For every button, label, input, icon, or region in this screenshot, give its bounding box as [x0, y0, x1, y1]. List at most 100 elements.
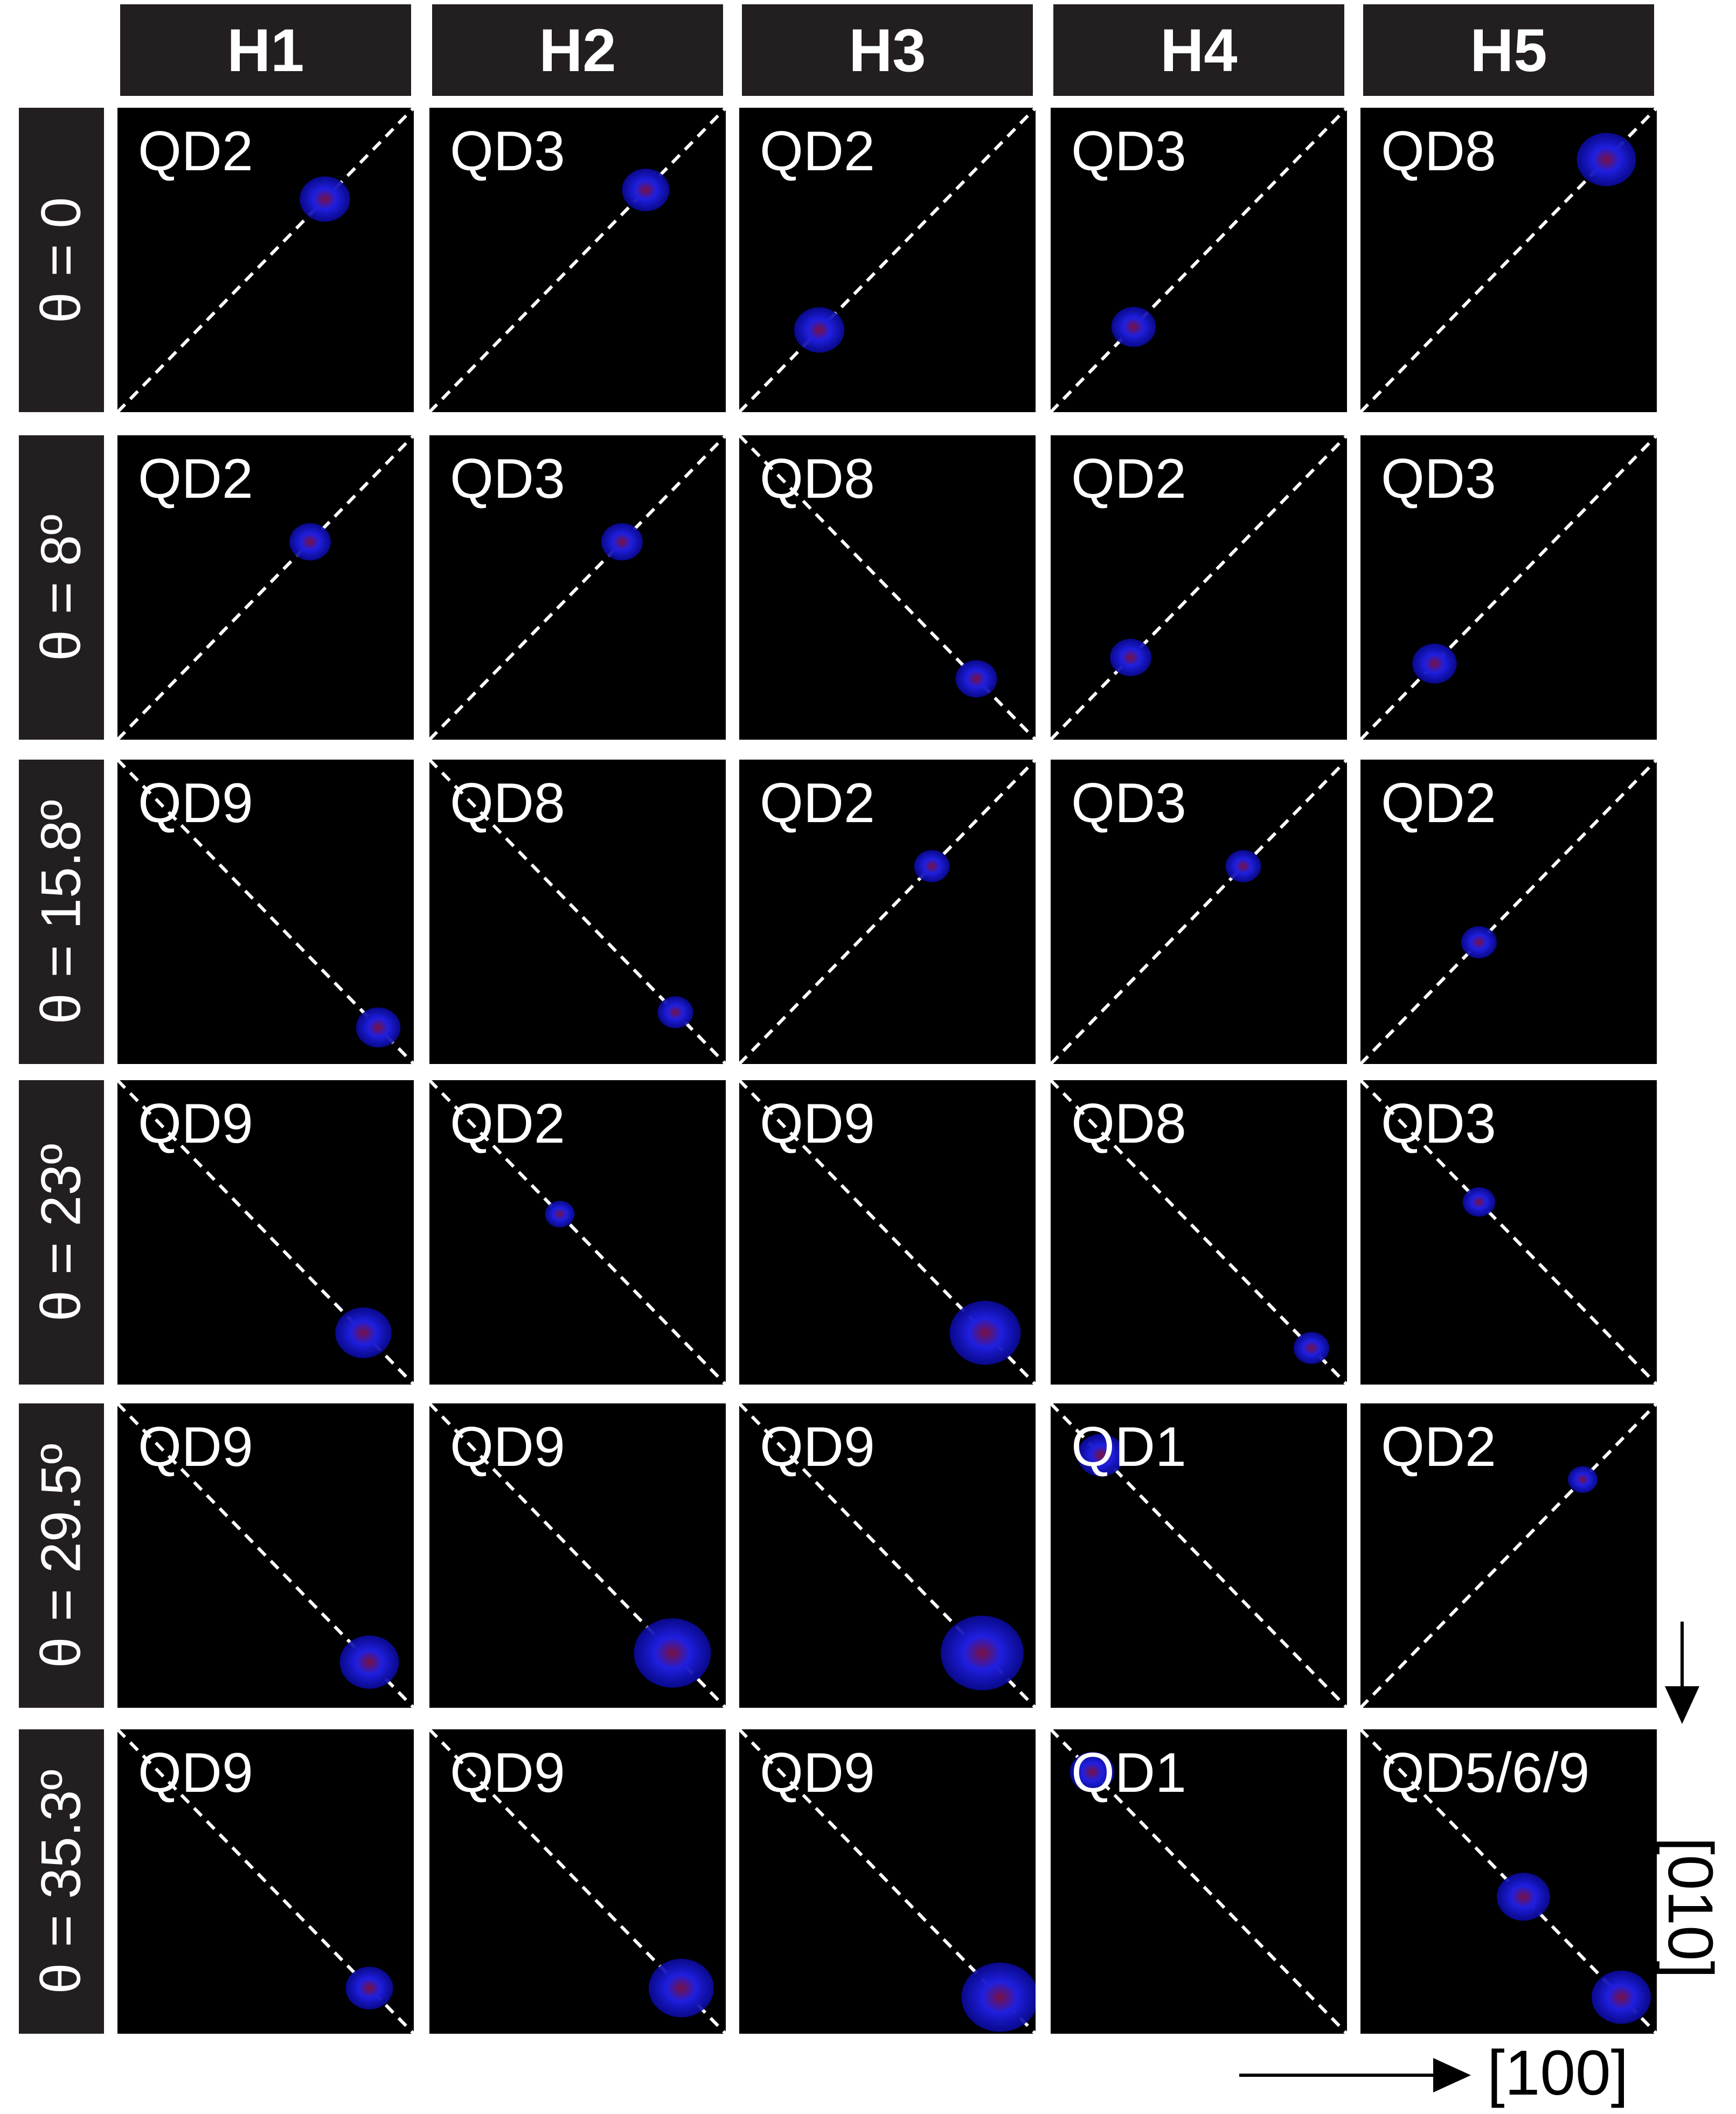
diagonal-line	[1051, 1080, 1347, 1385]
panel-h1-row4: QD9	[117, 1403, 414, 1708]
diagonal-line	[1051, 108, 1347, 412]
qd-label: QD1	[1071, 1416, 1186, 1478]
row-header-0: θ = 0	[19, 108, 104, 412]
axis-label-010: [010]	[1655, 1837, 1726, 1979]
diagonal-line	[1360, 1403, 1657, 1708]
panel-h3-row2: QD2	[739, 760, 1036, 1064]
qd-label: QD2	[138, 120, 253, 183]
panel-h4-row2: QD3	[1051, 760, 1347, 1064]
qd-label: QD2	[760, 772, 875, 835]
panel-plot	[739, 108, 1036, 412]
panel-h1-row1: QD2	[117, 435, 414, 740]
column-header-h2: H2	[432, 4, 723, 96]
quantum-dot-blob	[356, 1007, 401, 1048]
quantum-dot-blob	[914, 850, 950, 882]
panel-plot	[1051, 1729, 1347, 2034]
panel-plot	[739, 760, 1036, 1064]
diagonal-line	[1051, 435, 1347, 740]
quantum-dot-blob	[289, 523, 331, 561]
qd-label: QD5/6/9	[1381, 1742, 1590, 1804]
panel-plot	[1360, 1729, 1657, 2034]
panel-h5-row5: QD5/6/9	[1360, 1729, 1657, 2034]
diagonal-line	[429, 108, 726, 412]
quantum-dot-blob	[1462, 1187, 1496, 1217]
column-header-h5: H5	[1363, 4, 1654, 96]
diagonal-line	[1051, 1403, 1347, 1708]
panel-h1-row0: QD2	[117, 108, 414, 412]
quantum-dot-blob	[657, 996, 693, 1028]
qd-label: QD3	[1071, 120, 1186, 183]
panel-h2-row5: QD9	[429, 1729, 726, 2034]
diagonal-line	[429, 435, 726, 740]
qd-label: QD9	[138, 1742, 253, 1804]
panel-h4-row3: QD8	[1051, 1080, 1347, 1385]
panel-h2-row0: QD3	[429, 108, 726, 412]
diagonal-line	[1360, 435, 1657, 740]
quantum-dot-blob	[955, 660, 997, 698]
arrow-010	[1665, 1622, 1699, 1724]
quantum-dot-blob	[1412, 643, 1457, 684]
quantum-dot-blob	[941, 1616, 1024, 1691]
arrow-100	[1239, 2058, 1471, 2092]
quantum-dot-blob	[1568, 1466, 1598, 1493]
panel-plot	[117, 435, 414, 740]
quantum-dot-blob	[1111, 307, 1156, 347]
quantum-dot-blob	[345, 1966, 393, 2009]
row-header-3: θ = 23º	[19, 1080, 104, 1385]
panel-h5-row3: QD3	[1360, 1080, 1657, 1385]
quantum-dot-blob	[1070, 1751, 1115, 1792]
quantum-dot-blob	[1110, 638, 1151, 677]
qd-label: QD8	[450, 772, 565, 835]
row-header-label: θ = 23º	[30, 1143, 93, 1322]
quantum-dot-blob	[794, 307, 845, 353]
panel-plot	[1051, 1080, 1347, 1385]
panel-plot	[117, 1403, 414, 1708]
qd-label: QD9	[138, 1416, 253, 1478]
qd-label: QD2	[450, 1093, 565, 1155]
panel-h4-row1: QD2	[1051, 435, 1347, 740]
qd-label: QD3	[1381, 1093, 1496, 1155]
panel-plot	[739, 1080, 1036, 1385]
quantum-dot-blob	[1225, 850, 1261, 882]
panel-plot	[429, 760, 726, 1064]
quantum-dot-blob	[601, 523, 643, 561]
panel-plot	[429, 1729, 726, 2034]
quantum-dot-blob	[949, 1301, 1021, 1365]
qd-label: QD3	[1381, 448, 1496, 510]
column-header-h4: H4	[1053, 4, 1344, 96]
qd-label: QD9	[450, 1742, 565, 1804]
panel-h2-row2: QD8	[429, 760, 726, 1064]
panel-h1-row5: QD9	[117, 1729, 414, 2034]
panel-plot	[739, 435, 1036, 740]
panel-h5-row1: QD3	[1360, 435, 1657, 740]
qd-label: QD8	[760, 448, 875, 510]
qd-label: QD8	[1071, 1093, 1186, 1155]
panel-plot	[1051, 108, 1347, 412]
qd-label: QD9	[760, 1093, 875, 1155]
row-header-5: θ = 35.3º	[19, 1729, 104, 2034]
panel-h4-row4: QD1	[1051, 1403, 1347, 1708]
qd-label: QD9	[760, 1742, 875, 1804]
panel-plot	[429, 108, 726, 412]
panel-plot	[117, 108, 414, 412]
panel-plot	[117, 1080, 414, 1385]
panel-plot	[117, 760, 414, 1064]
panel-plot	[739, 1729, 1036, 2034]
panel-h2-row3: QD2	[429, 1080, 726, 1385]
panel-plot	[1360, 760, 1657, 1064]
diagonal-line	[739, 760, 1036, 1064]
quantum-dot-blob	[1577, 133, 1636, 186]
qd-label: QD3	[450, 120, 565, 183]
column-header-h1: H1	[120, 4, 411, 96]
panel-h3-row5: QD9	[739, 1729, 1036, 2034]
panel-h1-row3: QD9	[117, 1080, 414, 1385]
panel-h2-row4: QD9	[429, 1403, 726, 1708]
panel-plot	[1360, 1403, 1657, 1708]
qd-label: QD9	[450, 1416, 565, 1478]
diagonal-line	[1360, 1080, 1657, 1385]
panel-h3-row1: QD8	[739, 435, 1036, 740]
qd-label: QD8	[1381, 120, 1496, 183]
qd-label: QD2	[1071, 448, 1186, 510]
panel-plot	[117, 1729, 414, 2034]
diagonal-line	[739, 108, 1036, 412]
